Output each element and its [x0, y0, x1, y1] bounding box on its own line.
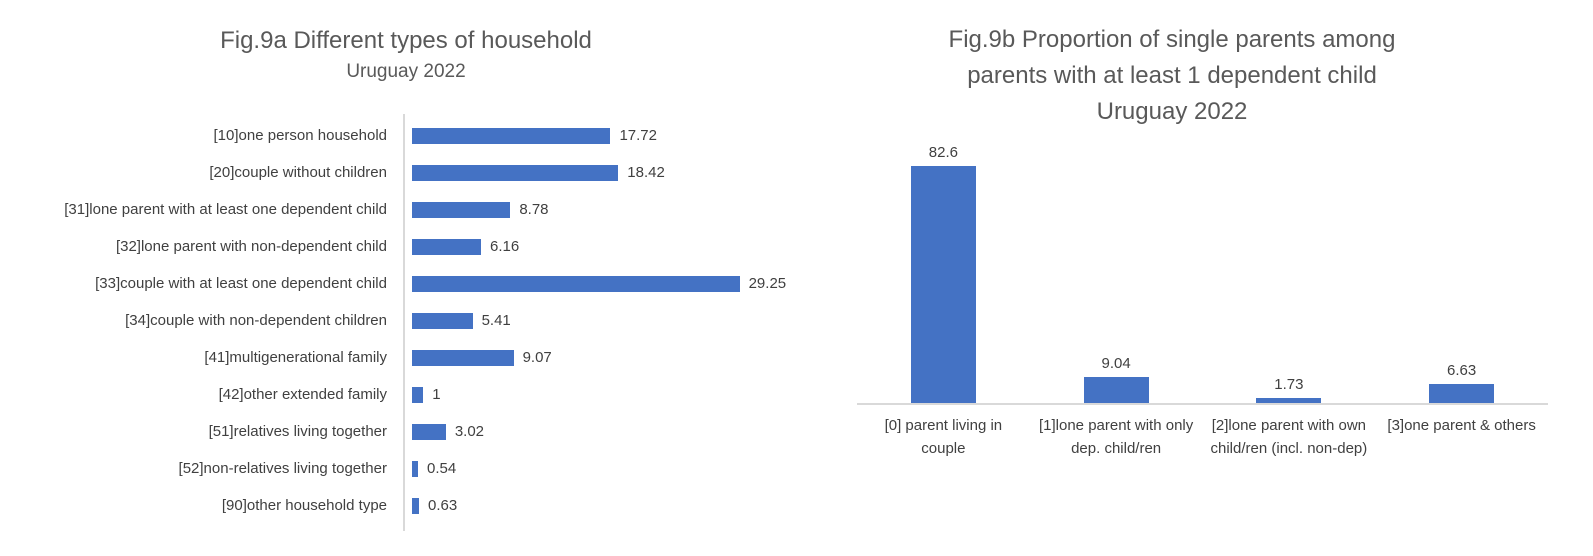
bar	[412, 275, 740, 292]
fig9b-category-labels: [0] parent living in couple [1]lone paren…	[857, 405, 1548, 460]
fig9a-vertical-axis-line	[403, 114, 405, 531]
value-label: 82.6	[928, 143, 958, 161]
category-label-slot: [1]lone parent with only dep. child/ren	[1030, 414, 1203, 460]
category-label: [10]one person household	[213, 127, 387, 144]
bar	[412, 460, 419, 477]
bar-row: [52]non-relatives living together 0.54	[0, 450, 812, 487]
bar-row: [51]relatives living together 3.02	[0, 413, 812, 450]
value-label: 5.41	[481, 312, 511, 329]
value-label: 1	[432, 386, 441, 403]
bar-slot: 1.73	[1203, 376, 1376, 405]
value-label: 9.07	[522, 349, 552, 366]
bar-row: [41]multigenerational family 9.07	[0, 339, 812, 376]
bar	[412, 423, 446, 440]
bar-track: 1	[404, 376, 812, 413]
value-label: 6.63	[1447, 361, 1477, 379]
bar-track: 8.78	[404, 191, 812, 228]
bar-track: 6.16	[404, 228, 812, 265]
category-label: [52]non-relatives living together	[178, 460, 387, 477]
value-label: 18.42	[627, 164, 665, 181]
bar-slot: 82.6	[857, 144, 1030, 405]
category-label-slot: [2]lone parent with own child/ren (incl.…	[1203, 414, 1376, 460]
category-label: [42]other extended family	[218, 386, 387, 403]
value-label: 6.16	[489, 238, 520, 255]
bar	[412, 386, 424, 403]
bar-slot: 6.63	[1375, 362, 1548, 405]
bar	[412, 312, 473, 329]
value-label: 8.78	[519, 201, 549, 218]
bar-track: 0.63	[404, 487, 812, 524]
bar-track: 9.07	[404, 339, 812, 376]
bar-slot: 9.04	[1030, 355, 1203, 405]
value-label: 0.63	[428, 497, 458, 514]
chart-fig9b: Fig.9b Proportion of single parents amon…	[850, 0, 1550, 556]
value-label: 1.73	[1274, 376, 1304, 394]
category-label: [1]lone parent with only dep. child/ren	[1038, 417, 1194, 457]
bar	[1429, 383, 1495, 403]
category-label: [32]lone parent with non-dependent child	[115, 238, 387, 255]
bar	[412, 497, 420, 514]
fig9a-title: Fig.9a Different types of household	[220, 27, 592, 54]
value-label: 17.72	[619, 127, 657, 144]
fig9b-horizontal-axis-line	[857, 403, 1548, 405]
category-label: [31]lone parent with at least one depend…	[64, 201, 387, 218]
bar-track: 0.54	[404, 450, 812, 487]
bar	[412, 127, 611, 144]
category-label: [33]couple with at least one dependent c…	[95, 275, 387, 292]
bar	[412, 349, 514, 366]
bar-track: 18.42	[404, 154, 812, 191]
value-label: 29.25	[748, 275, 787, 292]
bar-row: [34]couple with non-dependent children 5.…	[0, 302, 812, 339]
bar-track: 5.41	[404, 302, 812, 339]
fig9b-plot: 82.6 9.04 1.73 6.63	[857, 130, 1548, 405]
bar	[1256, 398, 1322, 403]
bar-track: 17.72	[404, 117, 812, 154]
category-label: [0] parent living in couple	[884, 417, 1003, 457]
category-label: [3]one parent & others	[1387, 417, 1536, 434]
bar-track: 29.25	[404, 265, 812, 302]
bar-row: [33]couple with at least one dependent c…	[0, 265, 812, 302]
bar-row: [10]one person household 17.72	[0, 117, 812, 154]
category-label: [34]couple with non-dependent children	[125, 312, 387, 329]
bar-track: 3.02	[404, 413, 812, 450]
fig9b-title-line1: Fig.9b Proportion of single parents amon…	[948, 26, 1396, 53]
fig9a-subtitle: Uruguay 2022	[346, 61, 466, 82]
category-label-slot: [0] parent living in couple	[857, 414, 1030, 460]
category-label: [2]lone parent with own child/ren (incl.…	[1210, 417, 1368, 457]
bar	[412, 201, 511, 218]
category-label: [51]relatives living together	[208, 423, 387, 440]
category-label-slot: [3]one parent & others	[1375, 414, 1548, 460]
fig9b-title-line2: parents with at least 1 dependent child	[967, 62, 1377, 89]
bar-row: [20]couple without children 18.42	[0, 154, 812, 191]
category-label: [90]other household type	[221, 497, 387, 514]
category-label: [20]couple without children	[209, 164, 387, 181]
bar	[910, 165, 976, 403]
bar	[412, 164, 619, 181]
bar	[412, 238, 481, 255]
fig9b-subtitle: Uruguay 2022	[1096, 98, 1248, 125]
fig9a-plot: [10]one person household 17.72 [20]couple …	[0, 114, 812, 531]
value-label: 3.02	[454, 423, 485, 440]
bar-row: [31]lone parent with at least one depend…	[0, 191, 812, 228]
bar	[1083, 377, 1149, 403]
value-label: 0.54	[427, 460, 457, 477]
bar-row: [42]other extended family 1	[0, 376, 812, 413]
bar-row: [90]other household type 0.63	[0, 487, 812, 524]
chart-fig9a: Fig.9a Different types of household Urug…	[0, 27, 812, 531]
value-label: 9.04	[1101, 355, 1131, 373]
bar-row: [32]lone parent with non-dependent child…	[0, 228, 812, 265]
category-label: [41]multigenerational family	[204, 349, 387, 366]
